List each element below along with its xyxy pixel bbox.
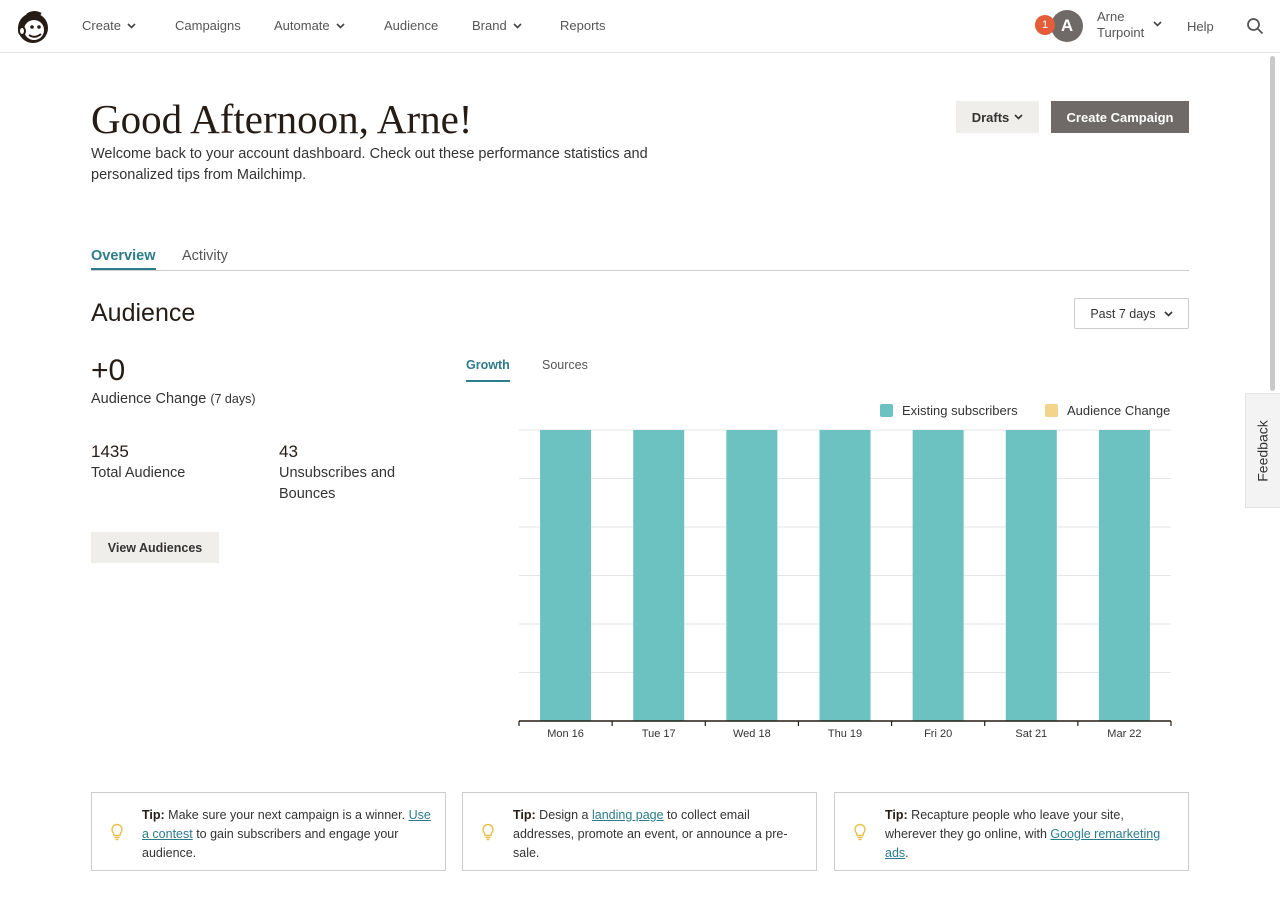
- tip-link-landing-page[interactable]: landing page: [591, 808, 664, 822]
- user-last-name: Turpoint: [1097, 25, 1145, 40]
- top-nav: Create Campaigns Automate Audience Brand…: [0, 0, 1280, 53]
- feedback-label: Feedback: [1255, 419, 1272, 482]
- tip-before: Make sure your next campaign is a winner…: [164, 808, 409, 822]
- tip-link-remarketing[interactable]: Google remarketing ads: [885, 827, 1161, 860]
- nav-campaigns[interactable]: Campaigns: [175, 18, 241, 33]
- mailchimp-logo-icon[interactable]: [15, 9, 51, 45]
- chart-tab-indicator: [466, 380, 510, 382]
- unsubscribes-label: Unsubscribes and Bounces: [279, 465, 396, 502]
- feedback-tab[interactable]: Feedback: [1245, 393, 1280, 508]
- x-tick-label: Tue 17: [642, 728, 676, 740]
- nav-reports-label: Reports: [560, 18, 606, 33]
- nav-create-label: Create: [82, 18, 122, 33]
- tip-after: to gain subscribers and engage your audi…: [142, 827, 399, 860]
- audience-change-label: Audience Change (7 days): [91, 391, 255, 407]
- tip-after: .: [905, 846, 909, 860]
- legend-label: Audience Change: [1067, 403, 1171, 418]
- tip-prefix: Tip:: [513, 808, 536, 822]
- main-tabs: Overview Activity: [91, 246, 1189, 271]
- chart-bar-existing: [540, 430, 592, 721]
- total-audience-label: Total Audience: [91, 465, 186, 481]
- active-tab-indicator: [91, 268, 156, 270]
- date-range-select[interactable]: Past 7 days: [1074, 298, 1189, 329]
- x-tick-label: Mon 16: [547, 728, 584, 740]
- chart-bar-existing: [819, 430, 871, 721]
- chart-bar-existing: [633, 430, 685, 721]
- welcome-text: Welcome back to your account dashboard. …: [91, 146, 648, 183]
- audience-change-value: +0: [91, 354, 126, 387]
- notification-badge[interactable]: 1: [1035, 15, 1055, 35]
- tip-after: to collect email addresses, promote an e…: [513, 808, 788, 860]
- tip-text: Tip: Design a landing page to collect em…: [513, 806, 803, 863]
- chevron-down-icon: [127, 22, 136, 29]
- scrollbar-thumb[interactable]: [1270, 56, 1275, 391]
- search-icon[interactable]: [1246, 17, 1264, 35]
- chart-bar-existing: [726, 430, 778, 721]
- legend-swatch: [880, 404, 893, 417]
- chevron-down-icon: [1164, 310, 1173, 317]
- legend-label: Existing subscribers: [902, 403, 1018, 418]
- nav-campaigns-label: Campaigns: [175, 18, 241, 33]
- chevron-down-icon: [513, 22, 522, 29]
- nav-brand[interactable]: Brand: [472, 18, 522, 33]
- lightbulb-icon: [854, 823, 866, 841]
- lightbulb-icon: [482, 823, 494, 841]
- total-audience-value: 1435: [91, 442, 129, 461]
- nav-automate-label: Automate: [274, 18, 330, 33]
- nav-brand-label: Brand: [472, 18, 507, 33]
- view-audiences-button[interactable]: View Audiences: [91, 532, 219, 563]
- chevron-down-icon[interactable]: [1153, 21, 1162, 27]
- chevron-down-icon: [336, 22, 345, 29]
- avatar[interactable]: A: [1051, 10, 1083, 42]
- date-range-label: Past 7 days: [1090, 306, 1156, 321]
- tip-prefix: Tip:: [142, 808, 165, 822]
- tip-before: Design a: [535, 808, 592, 822]
- audience-change-period: (7 days): [210, 392, 256, 406]
- tip-link-contest[interactable]: Use a contest: [142, 808, 431, 841]
- x-tick-label: Wed 18: [733, 728, 771, 740]
- tip-before: Recapture people who leave your site, wh…: [885, 808, 1124, 841]
- tip-card: Tip: Recapture people who leave your sit…: [834, 792, 1189, 871]
- chart-bar-existing: [912, 430, 964, 721]
- chevron-down-icon: [1014, 114, 1023, 120]
- nav-audience[interactable]: Audience: [384, 18, 438, 33]
- x-tick-label: Sat 21: [1015, 728, 1047, 740]
- legend-audience-change[interactable]: Audience Change: [1045, 403, 1170, 418]
- section-title: Audience: [91, 299, 196, 327]
- x-tick-label: Mar 22: [1107, 728, 1141, 740]
- create-campaign-button[interactable]: Create Campaign: [1051, 101, 1189, 133]
- tip-card: Tip: Design a landing page to collect em…: [462, 792, 817, 871]
- audience-change-text: Audience Change: [91, 391, 207, 407]
- legend-swatch: [1045, 404, 1058, 417]
- x-tick-label: Fri 20: [924, 728, 952, 740]
- legend-existing-subscribers[interactable]: Existing subscribers: [880, 403, 1018, 418]
- chart-tab-sources[interactable]: Sources: [542, 358, 588, 372]
- drafts-button[interactable]: Drafts: [956, 101, 1039, 133]
- tip-card: Tip: Make sure your next campaign is a w…: [91, 792, 446, 871]
- chart-bar-existing: [1005, 430, 1057, 721]
- account-menu[interactable]: Arne Turpoint: [1097, 9, 1157, 41]
- unsubscribes-value: 43: [279, 442, 298, 461]
- nav-reports[interactable]: Reports: [560, 18, 606, 33]
- chart-tab-growth[interactable]: Growth: [466, 358, 510, 372]
- tip-prefix: Tip:: [885, 808, 908, 822]
- help-link[interactable]: Help: [1187, 19, 1214, 34]
- nav-create[interactable]: Create: [82, 18, 136, 33]
- tab-activity[interactable]: Activity: [182, 248, 228, 264]
- growth-chart: Mon 16 Tue 17 Wed 18 Thu 19 Fri 20 Sat 21 Mar …: [518, 429, 1172, 740]
- page-title: Good Afternoon, Arne!: [91, 96, 473, 142]
- x-tick-label: Thu 19: [828, 728, 862, 740]
- tip-text: Tip: Make sure your next campaign is a w…: [142, 806, 432, 863]
- scrollbar[interactable]: [1268, 56, 1276, 896]
- chart-bar-existing: [1098, 430, 1150, 721]
- lightbulb-icon: [111, 823, 123, 841]
- nav-audience-label: Audience: [384, 18, 439, 33]
- user-first-name: Arne: [1097, 9, 1125, 24]
- tip-text: Tip: Recapture people who leave your sit…: [885, 806, 1175, 863]
- tab-overview[interactable]: Overview: [91, 248, 156, 264]
- nav-automate[interactable]: Automate: [274, 18, 345, 33]
- drafts-label: Drafts: [971, 109, 1010, 125]
